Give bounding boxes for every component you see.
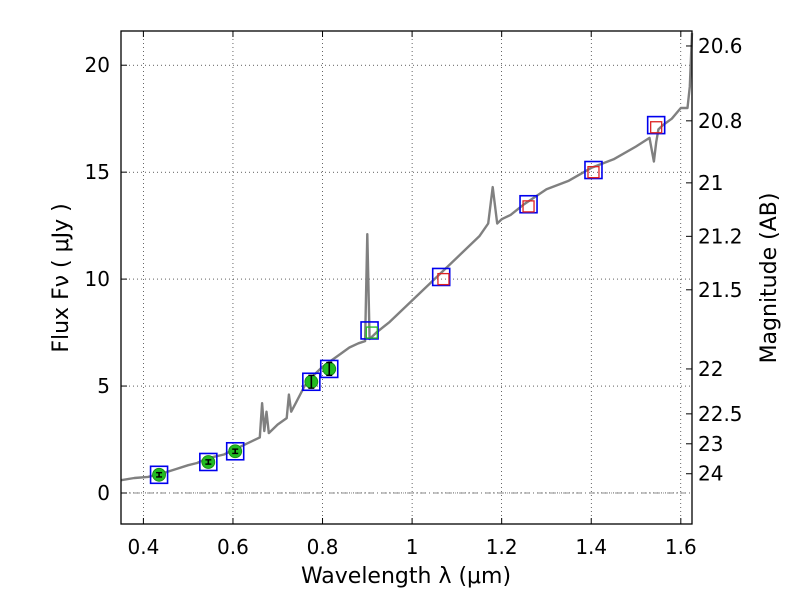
y-axis-ticks: 0 5 10 15 20 — [85, 53, 127, 505]
magnitude-tick-label: 22 — [698, 357, 723, 381]
y-tick-label: 10 — [85, 267, 110, 291]
x-tick-label: 0.8 — [307, 535, 339, 559]
plot-frame — [120, 30, 693, 525]
y-tick-label: 0 — [97, 481, 110, 505]
model-photometry-square — [225, 441, 245, 461]
x-tick-label: 1.4 — [575, 535, 607, 559]
model-photometry-square — [646, 115, 666, 135]
model-photometry-square — [584, 160, 603, 180]
model-photometry-square — [519, 194, 538, 214]
model-photometry-square — [360, 321, 379, 340]
magnitude-tick-label: 21 — [698, 171, 723, 195]
magnitude-tick-label: 21.5 — [698, 278, 743, 302]
x-axis-ticks: 0.4 0.6 0.8 1 1.2 1.4 1.6 — [127, 31, 697, 559]
magnitude-axis-label: Magnitude (AB) — [757, 193, 782, 364]
spectrum-line — [120, 33, 694, 482]
magnitude-axis-ticks: 20.6 20.8 21 21.2 21.5 22 22.5 23 24 — [686, 34, 743, 486]
upper-limit-square — [522, 200, 535, 213]
y-tick-label: 15 — [85, 160, 110, 184]
model-photometry-square — [199, 452, 218, 472]
y-tick-label: 5 — [97, 374, 110, 398]
spectrum-series — [120, 33, 694, 482]
y-tick-label: 20 — [85, 53, 110, 77]
x-tick-label: 1.6 — [665, 535, 697, 559]
x-tick-label: 1 — [406, 535, 419, 559]
x-tick-label: 0.6 — [217, 535, 249, 559]
magnitude-tick-label: 22.5 — [698, 402, 743, 426]
model-photometry-square — [431, 267, 451, 287]
x-tick-label: 1.2 — [486, 535, 518, 559]
magnitude-tick-label: 20.8 — [698, 109, 743, 133]
upper-limit-square — [587, 166, 600, 179]
magnitude-tick-label: 23 — [698, 432, 723, 456]
magnitude-tick-label: 20.6 — [698, 34, 743, 58]
magnitude-tick-label: 24 — [698, 462, 723, 486]
model-photometry-square — [319, 359, 339, 379]
magnitude-tick-label: 21.2 — [698, 224, 743, 248]
x-tick-label: 0.4 — [127, 535, 159, 559]
model-photometry-square — [149, 465, 169, 485]
upper-limit-square — [650, 121, 663, 134]
photometry-markers — [149, 115, 666, 485]
grid-lines — [121, 31, 692, 524]
x-axis-label: Wavelength λ (μm) — [301, 564, 511, 589]
y-axis-label: Flux Fν ( μJy ) — [49, 203, 74, 352]
upper-limit-square — [365, 326, 378, 339]
model-photometry-square — [302, 372, 321, 392]
upper-limit-square — [437, 272, 450, 286]
